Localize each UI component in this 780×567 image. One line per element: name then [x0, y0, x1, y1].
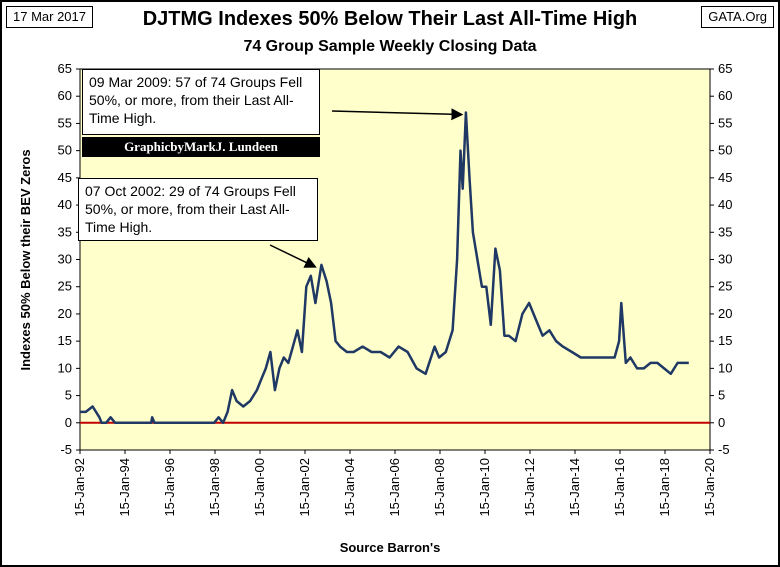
x-tick-label: 15-Jan-12	[522, 458, 537, 517]
y-axis-left: -5 0 5 10 15 20 25 30 35 40 45 50 55 60 65	[58, 61, 80, 457]
x-tick-label: 15-Jan-14	[567, 458, 582, 517]
y-tick-label-right: 0	[718, 415, 725, 430]
y-tick-label-right: 40	[718, 197, 732, 212]
y-tick-label-left: 20	[58, 306, 72, 321]
arrow-2009	[331, 108, 464, 121]
y-tick-label-right: 5	[718, 388, 725, 403]
y-tick-label-left: -5	[60, 442, 72, 457]
y-tick-label-right: 55	[718, 115, 732, 130]
x-tick-label: 15-Jan-16	[612, 458, 627, 517]
y-tick-label-left: 15	[58, 333, 72, 348]
y-tick-label-right: 50	[718, 143, 732, 158]
y-tick-label-right: 45	[718, 170, 732, 185]
y-tick-label-right: 60	[718, 88, 732, 103]
y-tick-label-left: 65	[58, 61, 72, 76]
y-tick-label-right: 35	[718, 224, 732, 239]
chart-title: DJTMG Indexes 50% Below Their Last All-T…	[142, 8, 638, 30]
x-tick-label: 15-Jan-92	[72, 458, 87, 517]
y-tick-label-left: 60	[58, 88, 72, 103]
annotation-arrows	[269, 108, 464, 268]
x-tick-label: 15-Jan-00	[252, 458, 267, 517]
y-tick-label-right: -5	[718, 442, 730, 457]
y-tick-label-left: 25	[58, 279, 72, 294]
x-tick-label: 15-Jan-96	[162, 458, 177, 517]
y-tick-label-left: 35	[58, 224, 72, 239]
y-tick-label-left: 10	[58, 360, 72, 375]
annotation-2009: 09 Mar 2009: 57 of 74 Groups Fell 50%, o…	[82, 69, 320, 135]
chart-subtitle: 74 Group Sample Weekly Closing Data	[243, 38, 537, 55]
source-label: GATA.Org	[701, 6, 774, 28]
y-axis-title: Indexes 50% Below their BEV Zeros	[18, 149, 33, 370]
y-tick-label-left: 50	[58, 143, 72, 158]
y-tick-label-left: 45	[58, 170, 72, 185]
y-tick-label-right: 15	[718, 333, 732, 348]
y-tick-label-right: 20	[718, 306, 732, 321]
x-tick-label: 15-Jan-94	[117, 458, 132, 517]
y-tick-label-right: 30	[718, 252, 732, 267]
x-axis: 15-Jan-92 15-Jan-94 15-Jan-96 15-Jan-98 15-J…	[72, 450, 717, 517]
x-tick-label: 15-Jan-18	[657, 458, 672, 517]
y-tick-label-left: 0	[65, 415, 72, 430]
y-tick-label-left: 55	[58, 115, 72, 130]
y-tick-label-right: 25	[718, 279, 732, 294]
arrow-2002	[269, 244, 317, 268]
x-tick-label: 15-Jan-02	[297, 458, 312, 517]
y-tick-label-left: 5	[65, 388, 72, 403]
y-tick-label-left: 30	[58, 252, 72, 267]
y-tick-label-right: 65	[718, 61, 732, 76]
annotation-2002: 07 Oct 2002: 29 of 74 Groups Fell 50%, o…	[78, 178, 318, 241]
x-tick-label: 15-Jan-04	[342, 458, 357, 517]
y-axis-right: -5 0 5 10 15 20 25 30 35 40 45 50 55 60 65	[710, 61, 732, 457]
graphic-credit: GraphicbyMarkJ. Lundeen	[82, 137, 320, 157]
y-tick-label-left: 40	[58, 197, 72, 212]
y-tick-label-right: 10	[718, 360, 732, 375]
series-line	[80, 111, 689, 425]
x-tick-label: 15-Jan-10	[477, 458, 492, 517]
date-label: 17 Mar 2017	[6, 6, 93, 28]
x-axis-title: Source Barron's	[340, 540, 441, 555]
x-tick-label: 15-Jan-06	[387, 458, 402, 517]
x-tick-label: 15-Jan-20	[702, 458, 717, 517]
x-tick-label: 15-Jan-98	[207, 458, 222, 517]
x-tick-label: 15-Jan-08	[432, 458, 447, 517]
